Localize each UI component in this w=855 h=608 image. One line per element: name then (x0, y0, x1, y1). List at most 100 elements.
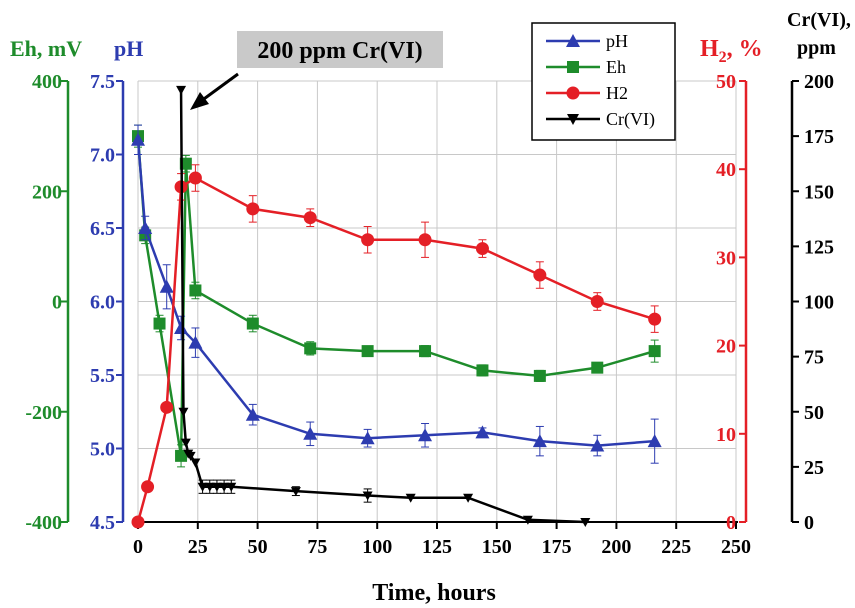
eh-tick-label: -200 (25, 402, 62, 424)
data-point-eh (533, 369, 546, 382)
data-point-crvi (178, 407, 189, 417)
legend-marker (567, 61, 579, 73)
eh-axis-title: Eh, mV (10, 36, 82, 61)
x-tick-label: 200 (601, 536, 631, 558)
data-point-crvi (219, 482, 230, 492)
data-point-eh (304, 342, 317, 355)
data-point-h2 (188, 171, 202, 185)
data-point-h2 (141, 480, 155, 494)
x-tick-label: 125 (422, 536, 452, 558)
data-point-eh (153, 317, 166, 330)
series-eh (132, 124, 661, 468)
data-point-h2 (246, 202, 260, 216)
cr-axis-title-line2: ppm (797, 37, 836, 59)
data-point-crvi (190, 458, 201, 468)
cr-tick-label: 150 (804, 181, 834, 203)
legend-marker (566, 34, 580, 47)
eh-tick-label: 200 (32, 181, 62, 203)
x-tick-label: 75 (307, 536, 327, 558)
h2-tick-label: 30 (716, 247, 736, 269)
x-tick-label: 50 (248, 536, 268, 558)
data-point-crvi (463, 493, 474, 503)
x-tick-label: 150 (482, 536, 512, 558)
data-point-ph (188, 335, 203, 349)
h2-axis-title-sub: 2 (719, 49, 727, 66)
h2-axis-title-tail: , % (727, 36, 763, 62)
eh-tick-label: 0 (52, 292, 62, 314)
h2-tick-label: 40 (716, 159, 736, 181)
ph-tick-label: 6.5 (90, 218, 115, 240)
data-point-ph (360, 431, 375, 445)
series-crvi (176, 85, 591, 527)
data-point-crvi (176, 85, 187, 95)
legend: pH Eh H2 Cr(VI) (531, 22, 676, 141)
ph-axis-title: pH (114, 36, 143, 61)
data-point-eh (361, 345, 374, 358)
ph-tick-label: 7.0 (90, 145, 115, 167)
legend-entries: pH Eh H2 Cr(VI) (546, 31, 655, 130)
x-axis-title: Time, hours (372, 580, 496, 606)
x-tick-label: 25 (188, 536, 208, 558)
data-point-eh (648, 345, 661, 358)
data-point-h2 (303, 211, 317, 225)
legend-label: Eh (606, 57, 626, 77)
data-point-crvi (362, 491, 373, 501)
legend-marker (567, 114, 579, 125)
data-point-ph (418, 428, 433, 442)
cr-tick-label: 125 (804, 236, 834, 258)
data-point-ph (174, 320, 189, 334)
cr-tick-label: 0 (804, 512, 814, 534)
annotation-box (237, 31, 443, 68)
data-point-h2 (160, 400, 174, 414)
data-point-crvi (211, 482, 222, 492)
data-point-ph (475, 425, 490, 439)
h2-tick-label: 20 (716, 336, 736, 358)
data-point-eh (246, 317, 259, 330)
cr-tick-label: 200 (804, 71, 834, 93)
data-point-h2 (475, 242, 489, 256)
data-point-crvi (522, 515, 533, 525)
h2-axis-title: H2, % (700, 36, 763, 66)
eh-tick-label: 400 (32, 71, 62, 93)
x-tick-label: 225 (661, 536, 691, 558)
data-point-ph (159, 279, 174, 293)
series-layer (131, 85, 662, 529)
data-point-h2 (648, 312, 662, 326)
data-point-h2 (590, 295, 604, 308)
data-point-h2 (418, 233, 432, 247)
data-point-crvi (290, 487, 301, 497)
data-point-crvi (180, 438, 191, 448)
series-line-eh (136, 136, 656, 457)
data-point-eh (419, 345, 432, 358)
data-point-crvi (197, 482, 208, 492)
ph-tick-label: 5.0 (90, 439, 115, 461)
data-point-crvi (226, 482, 237, 492)
data-point-ph (532, 434, 547, 448)
data-point-crvi (204, 482, 215, 492)
cr-tick-label: 175 (804, 126, 834, 148)
series-h2 (131, 164, 662, 529)
legend-marker (566, 86, 580, 100)
ph-tick-label: 7.5 (90, 71, 115, 93)
legend-box (531, 22, 676, 141)
annotation-arrow-head (190, 92, 209, 110)
cr-tick-label: 50 (804, 402, 824, 424)
data-point-ph (647, 434, 662, 448)
annotation-label: 200 ppm Cr(VI) (257, 38, 422, 64)
x-tick-label: 0 (133, 536, 143, 558)
cr-tick-label: 100 (804, 292, 834, 314)
data-point-h2 (533, 268, 547, 282)
grid-lines (137, 80, 737, 522)
ph-tick-label: 6.0 (90, 292, 115, 314)
data-point-eh (476, 364, 489, 377)
ph-tick-label: 4.5 (90, 512, 115, 534)
data-point-ph (245, 407, 260, 421)
h2-tick-label: 50 (716, 71, 736, 93)
data-point-ph (303, 426, 318, 440)
data-point-eh (591, 361, 604, 374)
data-point-eh (189, 284, 202, 297)
h2-tick-label: 10 (716, 424, 736, 446)
data-point-h2 (361, 233, 375, 247)
data-point-h2 (131, 515, 145, 529)
